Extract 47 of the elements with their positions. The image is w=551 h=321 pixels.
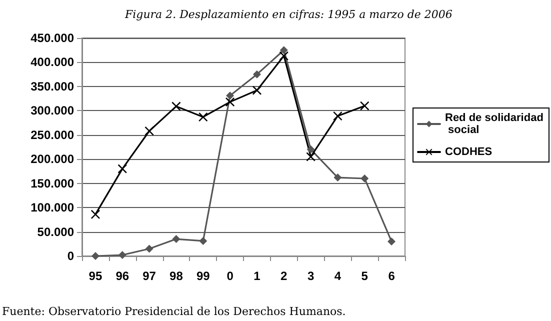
point [145,244,154,253]
y-tick-label: 400.000 [30,55,74,70]
y-tick-label: 450.000 [30,31,74,45]
point [279,51,288,60]
source-note: Fuente: Observatorio Presidencial de los Derechos Humanos. [2,305,346,318]
point [252,86,262,95]
x-tick-label: 1 [254,269,261,283]
point [199,236,208,245]
point [388,237,396,246]
x-tick-label: 2 [280,269,288,283]
x-tick-label: 98 [170,269,184,283]
x-tick-label: 0 [226,269,234,283]
y-tick-label: 250.000 [30,128,74,142]
point [334,174,342,182]
point [360,101,370,110]
point [306,152,316,162]
y-tick-label: 100.000 [30,200,74,215]
point [118,251,126,260]
x-tick-label: 97 [142,269,156,283]
point [91,252,100,260]
x-tick-label: 99 [196,269,210,283]
point [306,145,315,154]
point [198,112,208,122]
point [280,46,288,54]
x-tick-label: 3 [307,269,314,283]
point [252,70,261,78]
chart-title: Figura 2. Desplazamiento en cifras: 1995 a marzo de 2006 [124,8,452,21]
y-tick-label: 50.000 [37,224,74,239]
y-tick-label: 150.000 [30,176,74,190]
point [333,111,342,120]
legend-label: Red de solidaridad social [445,112,544,136]
point [360,174,369,182]
point [90,210,100,219]
point [226,92,234,100]
y-tick-label: 300.000 [30,104,74,118]
y-tick-label: 200.000 [30,152,74,166]
point [144,126,154,136]
legend-label: CODHES [445,146,492,158]
x-tick-label: 95 [88,269,102,283]
point [118,164,127,174]
x-tick-label: 5 [361,269,368,283]
x-tick-label: 6 [388,269,396,283]
y-tick-label: 0 [67,249,74,263]
point [172,235,180,244]
y-tick-label: 350.000 [30,79,74,94]
x-tick-label: 96 [116,269,130,283]
x-tick-label: 4 [334,269,342,283]
